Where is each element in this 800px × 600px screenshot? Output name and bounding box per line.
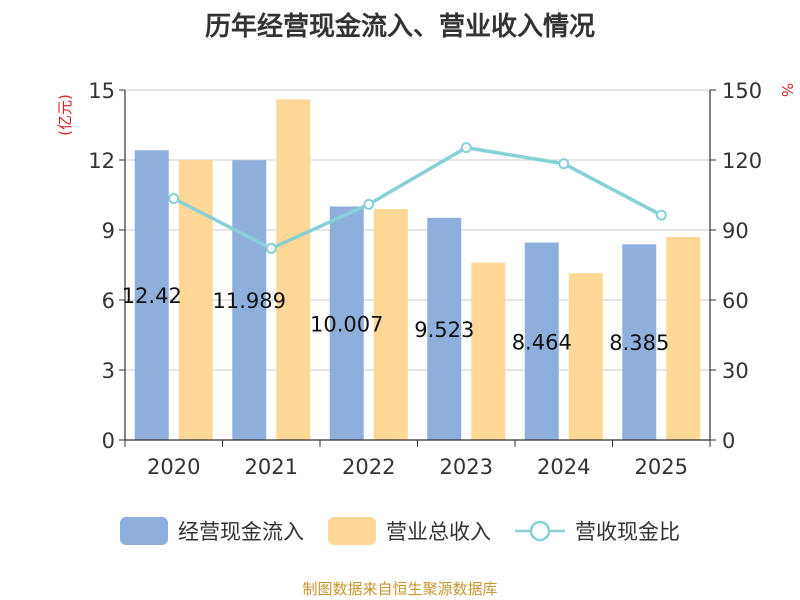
legend-swatch-cash-ratio xyxy=(515,520,565,542)
legend-swatch-revenue xyxy=(328,517,376,545)
x-tick-label: 2021 xyxy=(245,455,298,479)
data-label-cash-inflow: 12.42 xyxy=(122,284,182,308)
bar-revenue xyxy=(178,160,213,440)
line-layer xyxy=(168,142,667,254)
y-left-tick-label: 0 xyxy=(102,429,115,453)
legend-item-cash-ratio[interactable]: 营收现金比 xyxy=(515,516,680,546)
y-left-tick-label: 3 xyxy=(102,359,115,383)
bar-cash-inflow xyxy=(232,160,267,441)
x-tick-label: 2024 xyxy=(537,455,590,479)
data-label-cash-inflow: 8.385 xyxy=(609,331,669,355)
legend-label-revenue: 营业总收入 xyxy=(386,520,491,544)
bar-cash-inflow xyxy=(622,244,657,440)
y-right-tick-label: 30 xyxy=(722,359,749,383)
legend-label-cash-ratio: 营收现金比 xyxy=(575,520,680,544)
bar-cash-inflow xyxy=(134,150,169,440)
legend: 经营现金流入 营业总收入 营收现金比 xyxy=(0,516,800,546)
data-label-cash-inflow: 8.464 xyxy=(512,330,572,354)
bar-cash-inflow xyxy=(329,206,364,440)
point-cash-ratio xyxy=(168,193,180,204)
point-cash-ratio xyxy=(558,158,570,170)
x-tick-label: 2022 xyxy=(342,455,395,479)
data-label-cash-inflow: 11.989 xyxy=(213,289,286,313)
y-right-tick-label: 60 xyxy=(722,289,749,313)
bar-revenue xyxy=(666,237,701,440)
x-tick-label: 2025 xyxy=(635,455,688,479)
bar-revenue xyxy=(373,209,408,440)
data-label-layer: 12.42 11.989 10.007 9.523 8.464 8.385 xyxy=(122,284,670,355)
legend-label-cash-inflow: 经营现金流入 xyxy=(178,520,304,544)
y-right-unit: % xyxy=(778,83,796,97)
y-right-tick-label: 120 xyxy=(722,149,762,173)
x-tick-label: 2020 xyxy=(147,455,200,479)
point-cash-ratio xyxy=(655,209,667,221)
point-cash-ratio xyxy=(460,142,472,154)
bar-cash-inflow xyxy=(524,242,559,440)
bar-revenue xyxy=(276,99,311,440)
legend-item-cash-inflow[interactable]: 经营现金流入 xyxy=(120,516,304,546)
source-note: 制图数据来自恒生聚源数据库 xyxy=(302,580,498,598)
y-left-tick-label: 9 xyxy=(102,219,115,243)
y-right-tick-label: 90 xyxy=(722,219,749,243)
y-left-tick-label: 15 xyxy=(88,79,115,103)
legend-swatch-cash-inflow xyxy=(120,517,168,545)
data-label-cash-inflow: 9.523 xyxy=(414,318,474,342)
y-left-unit: (亿元) xyxy=(56,94,74,136)
data-label-cash-inflow: 10.007 xyxy=(310,312,383,336)
point-cash-ratio xyxy=(265,242,277,254)
y-right-tick-label: 150 xyxy=(722,79,762,103)
chart-title: 历年经营现金流入、营业收入情况 xyxy=(204,12,595,42)
bar-revenue xyxy=(568,273,603,440)
legend-item-revenue[interactable]: 营业总收入 xyxy=(328,516,491,546)
bar-cash-inflow xyxy=(427,217,462,440)
y-left-tick-label: 12 xyxy=(88,149,115,173)
bars-layer xyxy=(134,99,701,441)
x-tick-label: 2023 xyxy=(440,455,493,479)
y-right-tick-label: 0 xyxy=(722,429,735,453)
point-cash-ratio xyxy=(363,198,375,210)
line-cash-ratio xyxy=(172,145,663,251)
y-left-tick-label: 6 xyxy=(102,289,115,313)
bar-revenue xyxy=(471,262,506,440)
